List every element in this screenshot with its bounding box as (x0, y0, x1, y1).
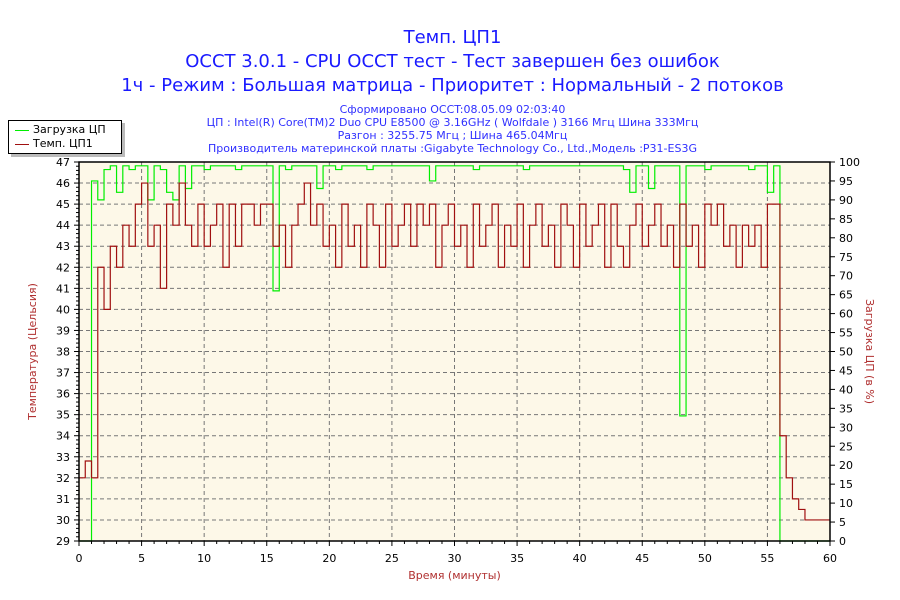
x-tick-label: 35 (510, 552, 524, 565)
y2-tick-label: 75 (839, 251, 853, 264)
x-tick-label: 10 (197, 552, 211, 565)
chart-mode-line: 1ч - Режим : Большая матрица - Приоритет… (121, 75, 784, 96)
y-tick-label: 42 (56, 261, 70, 274)
legend-swatch-temp (15, 143, 29, 145)
legend-swatch-load (15, 129, 29, 131)
x-tick-label: 20 (322, 552, 336, 565)
y2-tick-label: 5 (839, 516, 846, 529)
y2-tick-label: 10 (839, 497, 853, 510)
y2-tick-label: 40 (839, 383, 853, 396)
x-tick-label: 50 (698, 552, 712, 565)
y-tick-label: 43 (56, 240, 70, 253)
y2-tick-label: 60 (839, 308, 853, 321)
y2-tick-label: 85 (839, 213, 853, 226)
y-tick-label: 35 (56, 409, 70, 422)
y2-tick-label: 35 (839, 402, 853, 415)
y-tick-label: 46 (56, 177, 70, 190)
y2-tick-label: 45 (839, 364, 853, 377)
info-generated: Сформировано OCCT:08.05.09 02:03:40 (339, 103, 566, 116)
y-tick-label: 40 (56, 303, 70, 316)
x-tick-label: 55 (760, 552, 774, 565)
y-tick-label: 41 (56, 282, 70, 295)
y-axis-label: Температура (Цельсия) (26, 283, 39, 421)
series-line-load (79, 165, 830, 542)
x-tick-label: 60 (823, 552, 837, 565)
y2-tick-label: 0 (839, 535, 846, 548)
legend-label-load: Загрузка ЦП (33, 123, 106, 136)
y2-tick-label: 20 (839, 459, 853, 472)
chart-subtitle: OCCT 3.0.1 - CPU OCCT тест - Тест заверш… (185, 51, 720, 72)
y2-tick-label: 55 (839, 327, 853, 340)
series-line-temp (79, 182, 830, 521)
x-tick-label: 15 (260, 552, 274, 565)
legend: Загрузка ЦП Темп. ЦП1 (8, 120, 122, 154)
y-tick-label: 30 (56, 514, 70, 527)
y-tick-label: 36 (56, 388, 70, 401)
y2-tick-label: 15 (839, 478, 853, 491)
info-board: Производитель материнской платы :Gigabyt… (208, 142, 697, 155)
y-tick-label: 31 (56, 493, 70, 506)
y2-tick-label: 30 (839, 421, 853, 434)
x-tick-label: 40 (573, 552, 587, 565)
y2-tick-label: 95 (839, 175, 853, 188)
y-tick-label: 33 (56, 451, 70, 464)
y2-tick-label: 80 (839, 232, 853, 245)
x-tick-label: 25 (385, 552, 399, 565)
y2-axis-label: Загрузка ЦП (в %) (863, 299, 876, 404)
y-tick-label: 29 (56, 535, 70, 548)
y-tick-label: 39 (56, 324, 70, 337)
y-tick-label: 47 (56, 156, 70, 169)
legend-item-temp: Темп. ЦП1 (15, 137, 93, 151)
x-tick-label: 5 (138, 552, 145, 565)
y-tick-label: 34 (56, 430, 70, 443)
y2-tick-label: 65 (839, 289, 853, 302)
x-axis-label: Время (минуты) (408, 569, 501, 582)
info-overclock: Разгон : 3255.75 Мгц ; Шина 465.04Мгц (337, 129, 568, 142)
x-tick-label: 0 (76, 552, 83, 565)
chart-title: Темп. ЦП1 (403, 27, 502, 48)
x-tick-label: 45 (635, 552, 649, 565)
y-tick-label: 38 (56, 346, 70, 359)
y2-tick-label: 100 (839, 156, 860, 169)
legend-label-temp: Темп. ЦП1 (33, 137, 93, 150)
y-tick-label: 37 (56, 367, 70, 380)
y-tick-label: 32 (56, 472, 70, 485)
y2-tick-label: 90 (839, 194, 853, 207)
y2-tick-label: 70 (839, 270, 853, 283)
info-cpu: ЦП : Intel(R) Core(TM)2 Duo CPU E8500 @ … (206, 116, 699, 129)
x-tick-label: 30 (448, 552, 462, 565)
y-tick-label: 44 (56, 219, 70, 232)
y-tick-label: 45 (56, 198, 70, 211)
y2-tick-label: 25 (839, 440, 853, 453)
y2-tick-label: 50 (839, 346, 853, 359)
legend-item-load: Загрузка ЦП (15, 123, 106, 137)
